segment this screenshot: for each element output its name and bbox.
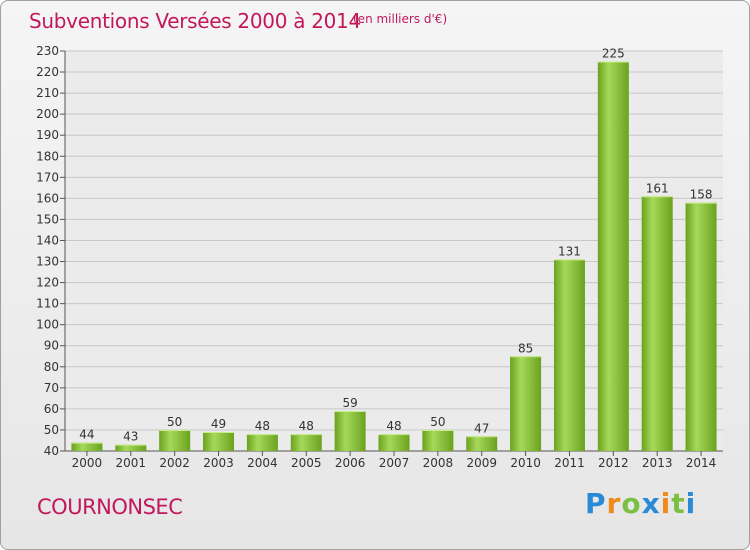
x-tick-label: 2005: [291, 456, 322, 470]
logo-letter: P: [585, 487, 607, 520]
x-tick-label: 2006: [335, 456, 366, 470]
bar: [115, 444, 147, 451]
x-tick-label: 2003: [203, 456, 234, 470]
x-tick-label: 2002: [159, 456, 190, 470]
data-label: 48: [255, 419, 270, 433]
proxiti-logo: Proxiti: [585, 487, 696, 520]
bar: [159, 429, 191, 451]
y-tick-label: 230: [36, 44, 59, 58]
bar: [71, 442, 103, 451]
x-tick-label: 2007: [379, 456, 410, 470]
data-label: 161: [646, 181, 669, 195]
y-tick-label: 200: [36, 107, 59, 121]
logo-letter: x: [641, 487, 661, 520]
logo-letter: i: [685, 487, 697, 520]
y-tick-label: 120: [36, 276, 59, 290]
commune-name: COURNONSEC: [37, 495, 183, 519]
logo-letter: o: [621, 487, 642, 520]
data-label: 48: [299, 419, 314, 433]
y-tick-label: 220: [36, 65, 59, 79]
x-tick-label: 2004: [247, 456, 278, 470]
bar: [378, 434, 410, 451]
y-tick-label: 170: [36, 170, 59, 184]
x-tick-label: 2011: [554, 456, 585, 470]
chart-subtitle: (en milliers d'€): [353, 12, 448, 26]
bar: [641, 196, 673, 451]
data-label: 158: [690, 188, 713, 202]
y-tick-label: 210: [36, 86, 59, 100]
y-tick-label: 90: [44, 339, 59, 353]
data-label: 47: [474, 421, 489, 435]
bar: [685, 202, 717, 451]
data-label: 59: [342, 396, 357, 410]
y-tick-label: 130: [36, 255, 59, 269]
chart-title: Subventions Versées 2000 à 2014: [29, 9, 361, 33]
data-label: 49: [211, 417, 226, 431]
bar: [466, 436, 498, 451]
bar: [290, 434, 322, 451]
data-label: 48: [386, 419, 401, 433]
y-tick-label: 60: [44, 402, 59, 416]
x-tick-label: 2014: [686, 456, 717, 470]
data-label: 225: [602, 47, 625, 61]
y-tick-label: 110: [36, 297, 59, 311]
x-tick-label: 2001: [116, 456, 147, 470]
bar: [203, 432, 235, 451]
x-tick-label: 2013: [642, 456, 673, 470]
x-tick-label: 2010: [510, 456, 541, 470]
logo-letter: i: [660, 487, 672, 520]
x-tick-label: 2000: [72, 456, 103, 470]
y-tick-label: 40: [44, 444, 59, 458]
bar: [334, 411, 366, 451]
y-tick-label: 150: [36, 212, 59, 226]
x-tick-label: 2009: [466, 456, 497, 470]
bar: [422, 429, 454, 451]
bar: [597, 61, 629, 452]
data-label: 50: [167, 415, 182, 429]
bar: [246, 434, 278, 451]
data-label: 85: [518, 341, 533, 355]
logo-letter: t: [671, 487, 686, 520]
data-label: 50: [430, 415, 445, 429]
y-tick-label: 50: [44, 423, 59, 437]
y-tick-label: 160: [36, 191, 59, 205]
data-label: 43: [123, 430, 138, 444]
x-tick-label: 2008: [423, 456, 454, 470]
x-tick-label: 2012: [598, 456, 629, 470]
y-tick-label: 70: [44, 381, 59, 395]
y-tick-label: 190: [36, 128, 59, 142]
y-tick-label: 180: [36, 149, 59, 163]
data-label: 131: [558, 244, 581, 258]
bar: [510, 356, 542, 451]
data-label: 44: [79, 428, 94, 442]
logo-letter: r: [606, 487, 622, 520]
y-tick-label: 140: [36, 233, 59, 247]
bar: [553, 259, 585, 451]
y-tick-label: 80: [44, 360, 59, 374]
y-tick-label: 100: [36, 318, 59, 332]
